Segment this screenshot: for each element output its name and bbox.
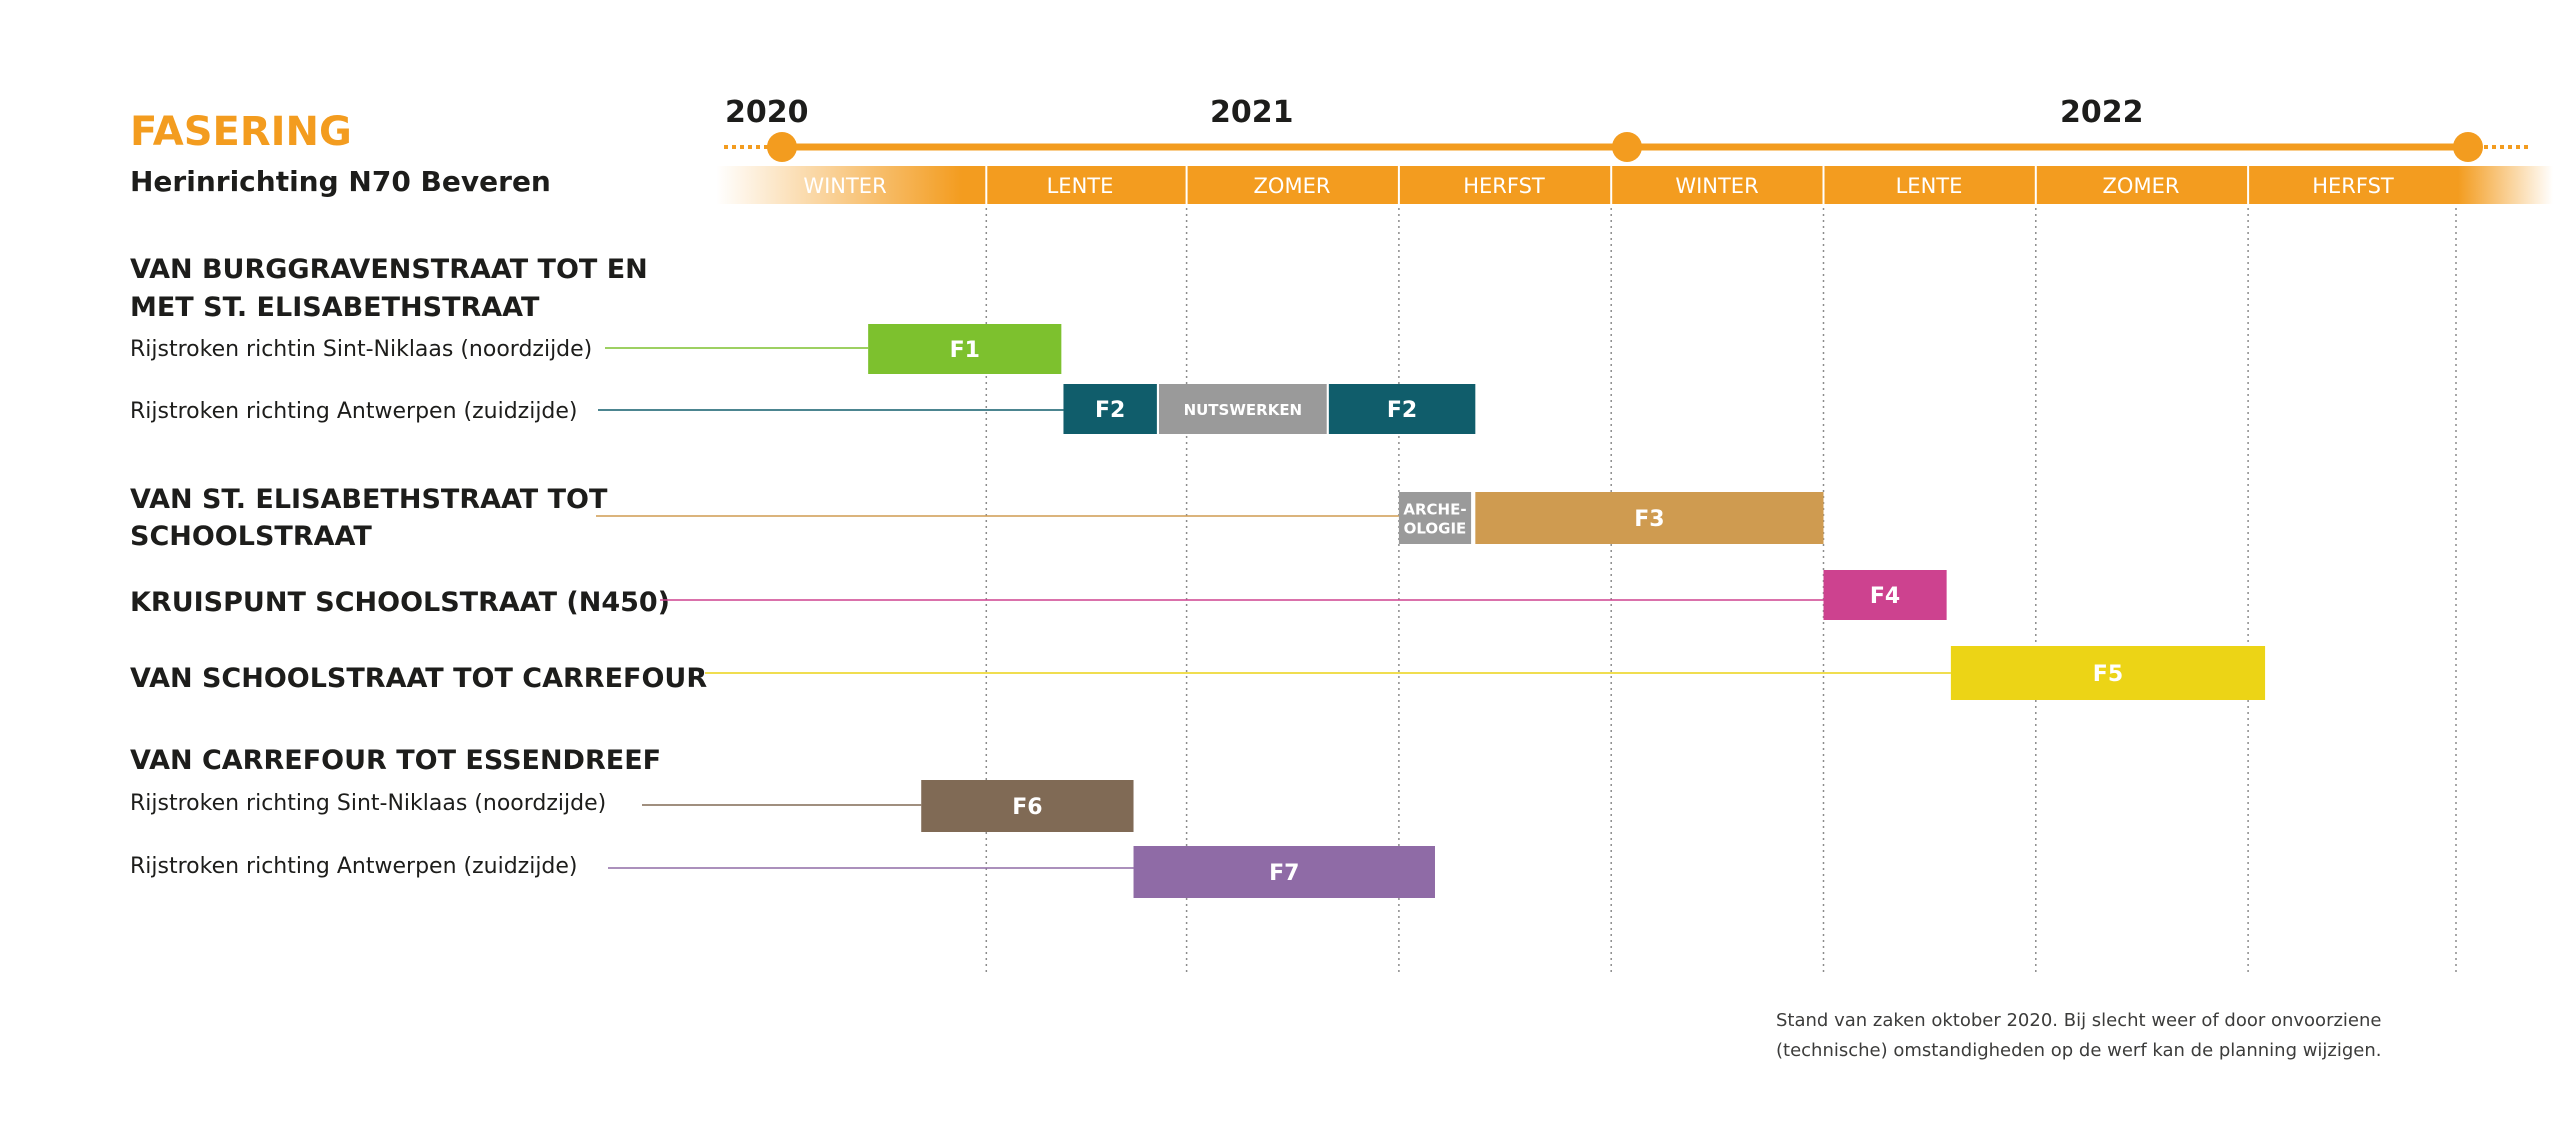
row-label: Rijstroken richting Antwerpen (zuidzijde…	[130, 399, 578, 424]
gantt-row-r3: VAN ST. ELISABETHSTRAAT TOT SCHOOLSTRAAT A…	[130, 484, 1824, 552]
page-subtitle: Herinrichting N70 Beveren	[130, 165, 551, 198]
year-marker-1	[1612, 132, 1642, 162]
phase-bar	[921, 780, 1134, 832]
phase-bar	[1159, 384, 1327, 434]
page-title: FASERING	[130, 109, 352, 155]
year-label-2021: 2021	[1210, 95, 1294, 130]
phase-bar	[1823, 570, 1947, 620]
phase-bar	[1063, 384, 1157, 434]
phase-bar	[868, 324, 1062, 374]
footnote-line-2: (technische) omstandigheden op de werf k…	[1776, 1040, 2382, 1061]
timeline-axis: 2020 2021 2022	[724, 95, 2528, 162]
gantt-row-r7: Rijstroken richting Antwerpen (zuidzijde…	[130, 846, 1435, 898]
season-label-5: LENTE	[1896, 174, 1963, 198]
gantt-row-r4: KRUISPUNT SCHOOLSTRAAT (N450) F4	[130, 570, 1947, 620]
season-label-6: ZOMER	[2103, 174, 2180, 198]
section-heading: VAN BURGGRAVENSTRAAT TOT EN	[130, 254, 648, 285]
season-label-4: WINTER	[1675, 174, 1758, 198]
phase-bar	[1328, 384, 1476, 434]
phase-bar-label: F7	[1269, 861, 1299, 886]
season-band-fade-right	[2458, 166, 2553, 204]
phase-bar-label: F4	[1870, 584, 1900, 609]
section-heading: VAN CARREFOUR TOT ESSENDREEF	[130, 745, 661, 776]
phase-bar-label: OLOGIE	[1404, 520, 1467, 538]
season-band: WINTER LENTE ZOMER HERFST WINTER LENTE ZOMER HE…	[716, 166, 2553, 204]
gantt-row-r6: VAN CARREFOUR TOT ESSENDREEF Rijstroken r…	[130, 745, 1134, 832]
phase-bar-label: F1	[950, 338, 980, 363]
season-label-2: ZOMER	[1254, 174, 1331, 198]
gantt-rows: VAN BURGGRAVENSTRAAT TOT EN MET ST. ELISA…	[130, 254, 2266, 898]
phase-bar-label: F2	[1095, 398, 1125, 423]
gantt-row-r2: Rijstroken richting Antwerpen (zuidzijde…	[130, 384, 1476, 434]
row-label: Rijstroken richting Antwerpen (zuidzijde…	[130, 854, 578, 879]
year-marker-0	[767, 132, 797, 162]
phase-bar	[1475, 492, 1824, 544]
phase-bar-label: F6	[1012, 795, 1042, 820]
phase-bar-label: NUTSWERKEN	[1184, 401, 1303, 419]
season-band-fill	[962, 166, 2458, 204]
season-label-1: LENTE	[1047, 174, 1114, 198]
year-label-2022: 2022	[2060, 95, 2144, 130]
phase-bar-label: F2	[1387, 398, 1417, 423]
season-label-7: HERFST	[2312, 174, 2394, 198]
gantt-row-r5: VAN SCHOOLSTRAAT TOT CARREFOUR F5	[130, 646, 2266, 700]
footnote-line-1: Stand van zaken oktober 2020. Bij slecht…	[1776, 1010, 2381, 1031]
season-label-0: WINTER	[803, 174, 886, 198]
gantt-row-r1: VAN BURGGRAVENSTRAAT TOT EN MET ST. ELISA…	[130, 254, 1062, 374]
season-label-3: HERFST	[1463, 174, 1545, 198]
season-band-fade-left	[716, 166, 962, 204]
year-label-2020: 2020	[725, 95, 809, 130]
section-heading: KRUISPUNT SCHOOLSTRAAT (N450)	[130, 587, 670, 618]
phase-bar	[1398, 492, 1472, 544]
section-heading: VAN SCHOOLSTRAAT TOT CARREFOUR	[130, 663, 707, 694]
phase-bar-label: ARCHE-	[1403, 501, 1466, 519]
row-label: Rijstroken richtin Sint-Niklaas (noordzi…	[130, 337, 592, 362]
row-label: Rijstroken richting Sint-Niklaas (noordz…	[130, 791, 606, 816]
section-heading: MET ST. ELISABETHSTRAAT	[130, 292, 540, 323]
phase-bar-label: F3	[1634, 507, 1664, 532]
phase-bar	[1950, 646, 2266, 700]
year-marker-2	[2453, 132, 2483, 162]
phase-bar	[1133, 846, 1435, 898]
section-heading: VAN ST. ELISABETHSTRAAT TOT	[130, 484, 608, 515]
phase-bar-label: F5	[2093, 662, 2123, 687]
section-heading: SCHOOLSTRAAT	[130, 521, 372, 552]
